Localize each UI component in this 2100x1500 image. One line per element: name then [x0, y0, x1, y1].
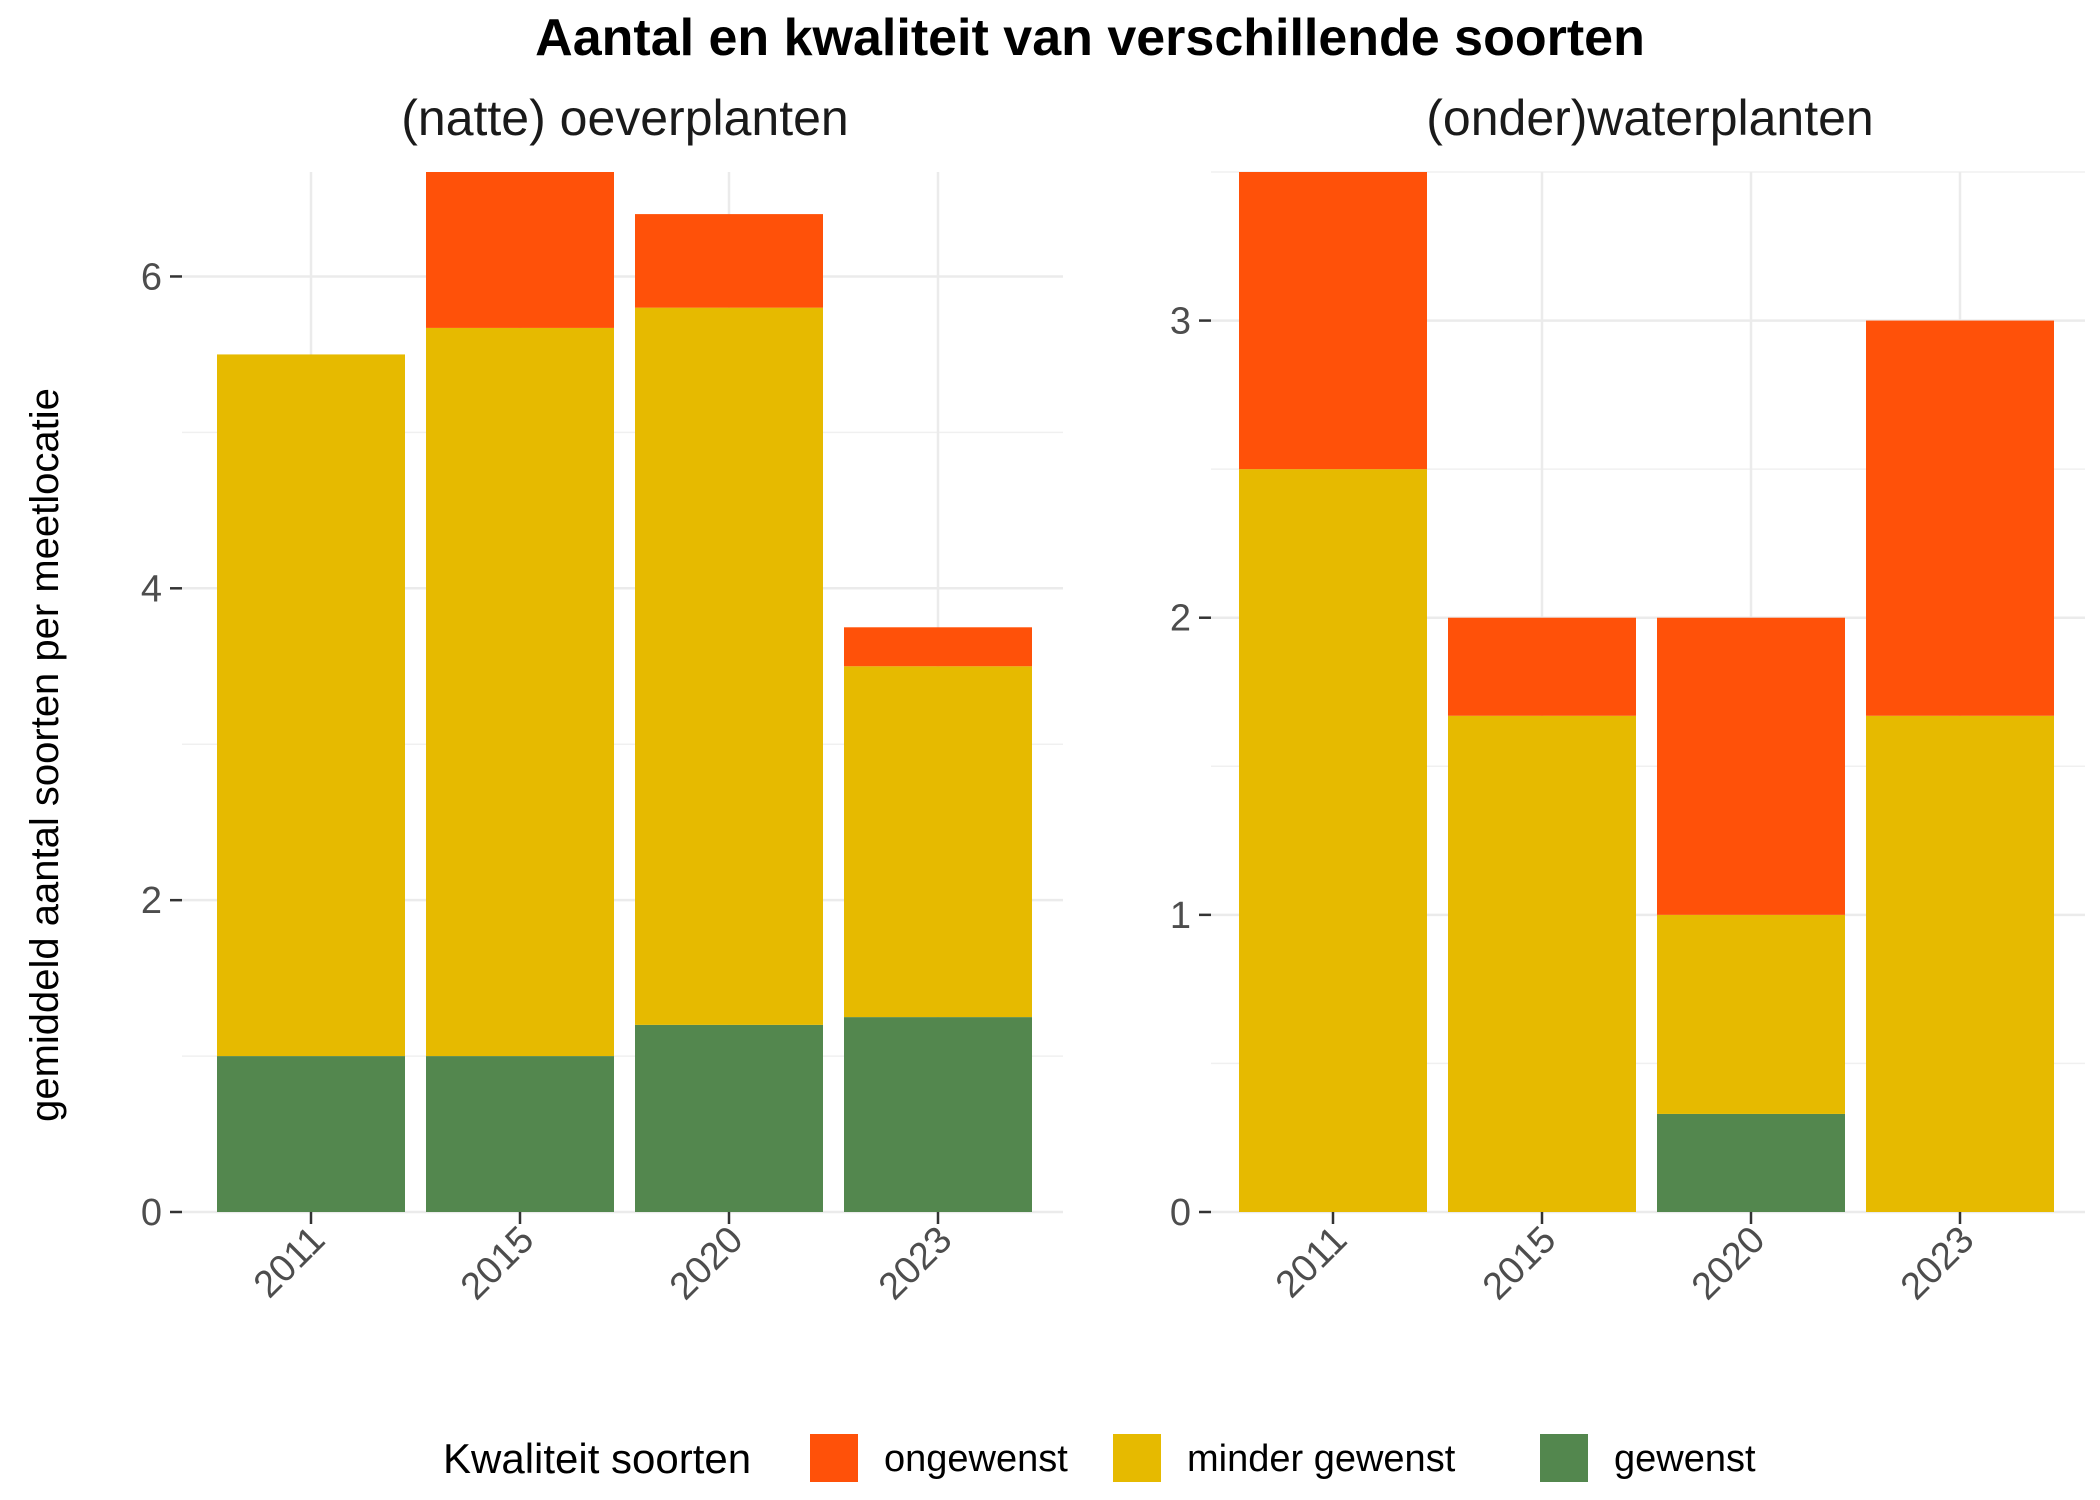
y-axis-title: gemiddeld aantal soorten per meetlocatie: [23, 388, 67, 1122]
bar-minder_gewenst-2020: [635, 307, 823, 1025]
y-tick-label: 2: [1170, 598, 1191, 640]
legend-label-minder_gewenst: minder gewenst: [1187, 1438, 1456, 1480]
bar-minder_gewenst-2015: [1448, 715, 1636, 1212]
x-tick-label: 2020: [1684, 1219, 1773, 1308]
y-tick-label: 6: [141, 256, 162, 298]
bar-minder_gewenst-2023: [844, 666, 1032, 1018]
bar-ongewenst-2023: [1866, 320, 2054, 716]
bar-gewenst-2023: [844, 1017, 1032, 1212]
legend-key-ongewenst: [810, 1434, 858, 1482]
x-tick-label: 2023: [1893, 1219, 1982, 1308]
bar-minder_gewenst-2011: [1239, 469, 1427, 1213]
panel-right: 0 1 2 3 2011 2015 2020 2023: [1170, 171, 2085, 1308]
chart-title: Aantal en kwaliteit van verschillende so…: [535, 9, 1645, 67]
bar-gewenst-2011: [217, 1056, 405, 1212]
x-tick-label: 2011: [246, 1219, 333, 1306]
bar-minder_gewenst-2015: [426, 327, 614, 1057]
x-tick-label: 2020: [662, 1219, 751, 1308]
legend-key-gewenst: [1540, 1434, 1588, 1482]
bar-minder_gewenst-2023: [1866, 715, 2054, 1212]
legend-label-ongewenst: ongewenst: [884, 1438, 1068, 1480]
bar-ongewenst-2015: [1448, 617, 1636, 716]
bar-gewenst-2015: [426, 1056, 614, 1212]
y-tick-label: 3: [1170, 301, 1191, 343]
bar-minder_gewenst-2011: [217, 354, 405, 1057]
legend: Kwaliteit soorten ongewenst minder gewens…: [443, 1434, 1756, 1482]
x-tick-label: 2011: [1268, 1219, 1355, 1306]
x-tick-label: 2015: [453, 1219, 542, 1308]
bar-ongewenst-2020: [1657, 617, 1845, 915]
legend-key-minder_gewenst: [1113, 1434, 1161, 1482]
y-tick-label: 0: [141, 1192, 162, 1234]
bar-ongewenst-2011: [1239, 172, 1427, 470]
bar-gewenst-2020: [1657, 1113, 1845, 1212]
bar-ongewenst-2015: [426, 172, 614, 328]
panel-left: 0 2 4 6 2011 2015 2020 2023: [141, 172, 1063, 1308]
x-tick-label: 2015: [1475, 1219, 1564, 1308]
bar-ongewenst-2020: [635, 214, 823, 308]
y-tick-label: 2: [141, 880, 162, 922]
x-tick-label: 2023: [871, 1219, 960, 1308]
bar-gewenst-2020: [635, 1024, 823, 1212]
y-tick-label: 4: [141, 568, 162, 610]
facet-title-left: (natte) oeverplanten: [401, 90, 849, 146]
bar-minder_gewenst-2020: [1657, 914, 1845, 1114]
facet-title-right: (onder)waterplanten: [1426, 90, 1874, 146]
y-tick-label: 1: [1170, 895, 1191, 937]
legend-title: Kwaliteit soorten: [443, 1435, 751, 1482]
bar-ongewenst-2023: [844, 627, 1032, 667]
y-tick-label: 0: [1170, 1192, 1191, 1234]
legend-label-gewenst: gewenst: [1614, 1438, 1756, 1480]
